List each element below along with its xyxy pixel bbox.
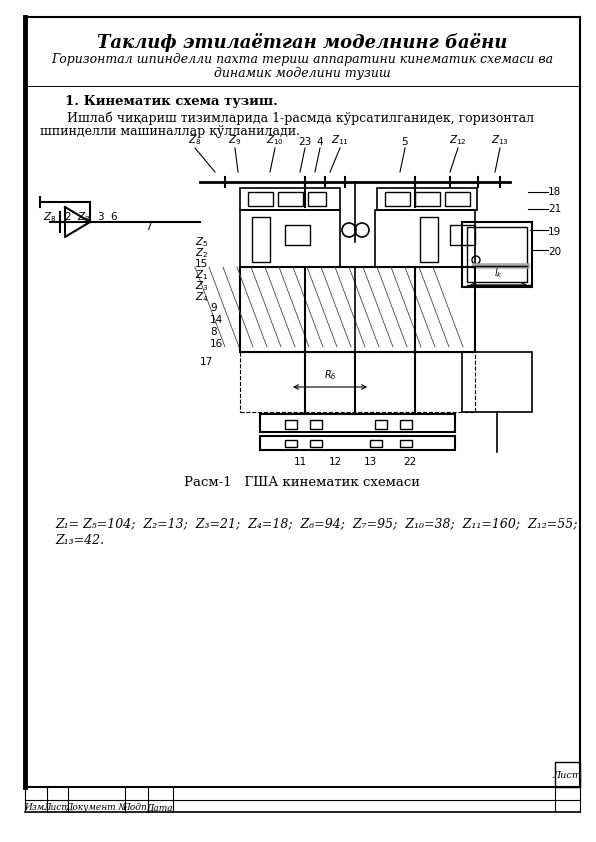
Text: 22: 22 [403, 457, 417, 467]
Text: 14: 14 [210, 315, 224, 325]
Text: Таклиф этилаётган моделнинг баёни: Таклиф этилаётган моделнинг баёни [97, 33, 507, 51]
Text: 6: 6 [111, 212, 117, 222]
Text: $Z_{12}$: $Z_{12}$ [449, 133, 467, 147]
Text: 2: 2 [65, 212, 72, 222]
Bar [308, 192, 326, 206]
Bar [285, 225, 310, 245]
Bar [420, 217, 438, 262]
Text: 7: 7 [145, 222, 151, 232]
Text: 13: 13 [364, 457, 377, 467]
Bar [260, 436, 455, 450]
Bar [260, 414, 455, 432]
Text: 8: 8 [210, 327, 216, 337]
Text: $Z_{13}$: $Z_{13}$ [491, 133, 509, 147]
Bar [310, 420, 322, 429]
Text: 20: 20 [548, 247, 561, 257]
Text: Документ №: Документ № [65, 803, 127, 813]
Text: 11: 11 [293, 457, 306, 467]
Text: $Z_3$: $Z_3$ [195, 279, 209, 293]
Text: Лист: Лист [44, 803, 70, 813]
Text: Подп.: Подп. [122, 803, 150, 813]
Bar [310, 440, 322, 447]
Text: $Z_4$: $Z_4$ [195, 290, 209, 304]
Text: $Z_8$: $Z_8$ [77, 210, 91, 224]
Text: Изм.: Изм. [24, 803, 48, 813]
Bar [385, 192, 410, 206]
Bar [555, 762, 580, 787]
Text: 16: 16 [210, 339, 224, 349]
Bar [462, 352, 532, 412]
Bar [278, 192, 303, 206]
Text: 23: 23 [299, 137, 312, 147]
Bar [375, 210, 475, 267]
Text: Ишлаб чиқариш тизимларида 1-расмда кўрсатилганидек, горизонтал: Ишлаб чиқариш тизимларида 1-расмда кўрса… [55, 111, 534, 125]
Bar [370, 440, 382, 447]
Text: $Z_9$: $Z_9$ [228, 133, 242, 147]
Text: шпинделли машиналлар қўлланилади.: шпинделли машиналлар қўлланилади. [40, 125, 300, 138]
Text: 15: 15 [195, 259, 208, 269]
Text: $Z_8$: $Z_8$ [188, 133, 201, 147]
Text: Расм-1   ГША кинематик схемаси: Расм-1 ГША кинематик схемаси [184, 476, 420, 488]
Bar [467, 227, 527, 282]
Text: $Z_{10}$: $Z_{10}$ [266, 133, 284, 147]
Text: 21: 21 [548, 204, 561, 214]
Text: 4: 4 [316, 137, 323, 147]
Text: $Z_8$: $Z_8$ [44, 210, 57, 224]
Text: 1. Кинематик схема тузиш.: 1. Кинематик схема тузиш. [65, 95, 278, 109]
Text: Z₁= Z₅=104;  Z₂=13;  Z₃=21;  Z₄=18;  Z₆=94;  Z₇=95;  Z₁₀=38;  Z₁₁=160;  Z₁₂=55;: Z₁= Z₅=104; Z₂=13; Z₃=21; Z₄=18; Z₆=94; … [55, 518, 578, 530]
Text: 5: 5 [402, 137, 408, 147]
Text: $R_б$: $R_б$ [324, 368, 336, 382]
Bar [252, 217, 270, 262]
Text: Дата: Дата [147, 803, 173, 813]
Bar [375, 420, 387, 429]
Text: 17: 17 [200, 357, 213, 367]
Bar [450, 225, 475, 245]
Bar [400, 420, 412, 429]
Bar [415, 192, 440, 206]
Text: динамик моделини тузиш: динамик моделини тузиш [213, 67, 390, 79]
Bar [240, 352, 475, 412]
Text: 12: 12 [328, 457, 342, 467]
Text: $Z_{11}$: $Z_{11}$ [331, 133, 349, 147]
Text: 3: 3 [97, 212, 103, 222]
Bar [240, 267, 475, 352]
Text: $Z_5$: $Z_5$ [195, 235, 208, 249]
Text: 19: 19 [548, 227, 561, 237]
Text: 9: 9 [210, 303, 216, 313]
Bar [285, 420, 297, 429]
Text: $l_k$: $l_k$ [493, 266, 502, 280]
Text: Лист: Лист [552, 770, 582, 780]
Text: Z₁₃=42.: Z₁₃=42. [55, 534, 104, 546]
Text: $Z_1$: $Z_1$ [195, 268, 209, 282]
Bar [240, 210, 340, 267]
Bar [285, 440, 297, 447]
Bar [462, 222, 532, 287]
Text: 18: 18 [548, 187, 561, 197]
Text: Горизонтал шпинделли пахта териш аппаратини кинематик схемаси ва: Горизонтал шпинделли пахта териш аппарат… [51, 52, 553, 66]
Bar [240, 188, 340, 210]
Bar [400, 440, 412, 447]
Text: $Z_2$: $Z_2$ [195, 246, 208, 260]
Bar [248, 192, 273, 206]
Bar [445, 192, 470, 206]
Bar [377, 188, 477, 210]
